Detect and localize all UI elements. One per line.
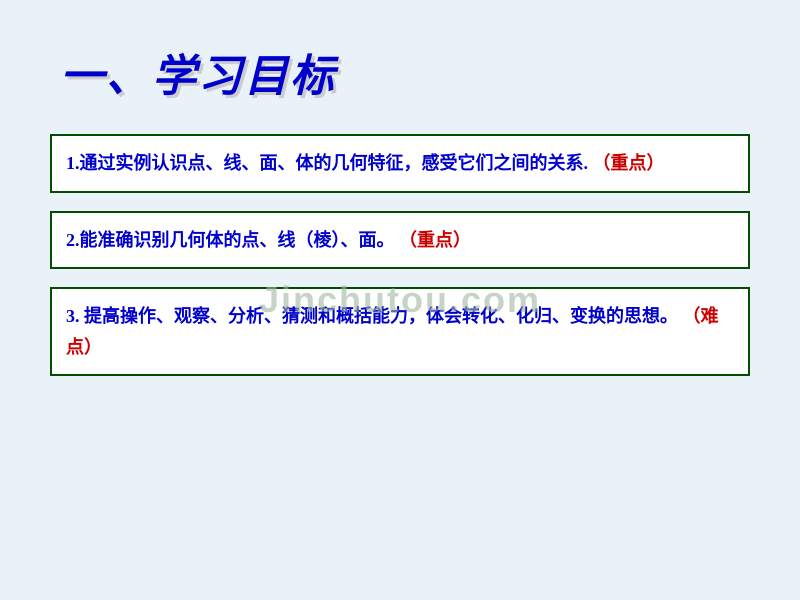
objective-1-main: 1.通过实例认识点、线、面、体的几何特征，感受它们之间的关系. — [66, 153, 593, 173]
objective-box-3: 3. 提高操作、观察、分析、猜测和概括能力，体会转化、化归、变换的思想。 （难点… — [50, 287, 750, 376]
objective-2-main: 2.能准确识别几何体的点、线（棱）、面。 — [66, 230, 399, 250]
slide-title: 一、学习目标 — [60, 40, 750, 104]
slide: 一、学习目标 1.通过实例认识点、线、面、体的几何特征，感受它们之间的关系. （… — [0, 0, 800, 600]
objective-1-tag: （重点） — [593, 153, 665, 173]
objective-box-2: 2.能准确识别几何体的点、线（棱）、面。 （重点） — [50, 211, 750, 270]
objective-2-tag: （重点） — [399, 230, 471, 250]
objective-3-main: 3. 提高操作、观察、分析、猜测和概括能力，体会转化、化归、变换的思想。 — [66, 306, 683, 326]
objective-box-1: 1.通过实例认识点、线、面、体的几何特征，感受它们之间的关系. （重点） — [50, 134, 750, 193]
